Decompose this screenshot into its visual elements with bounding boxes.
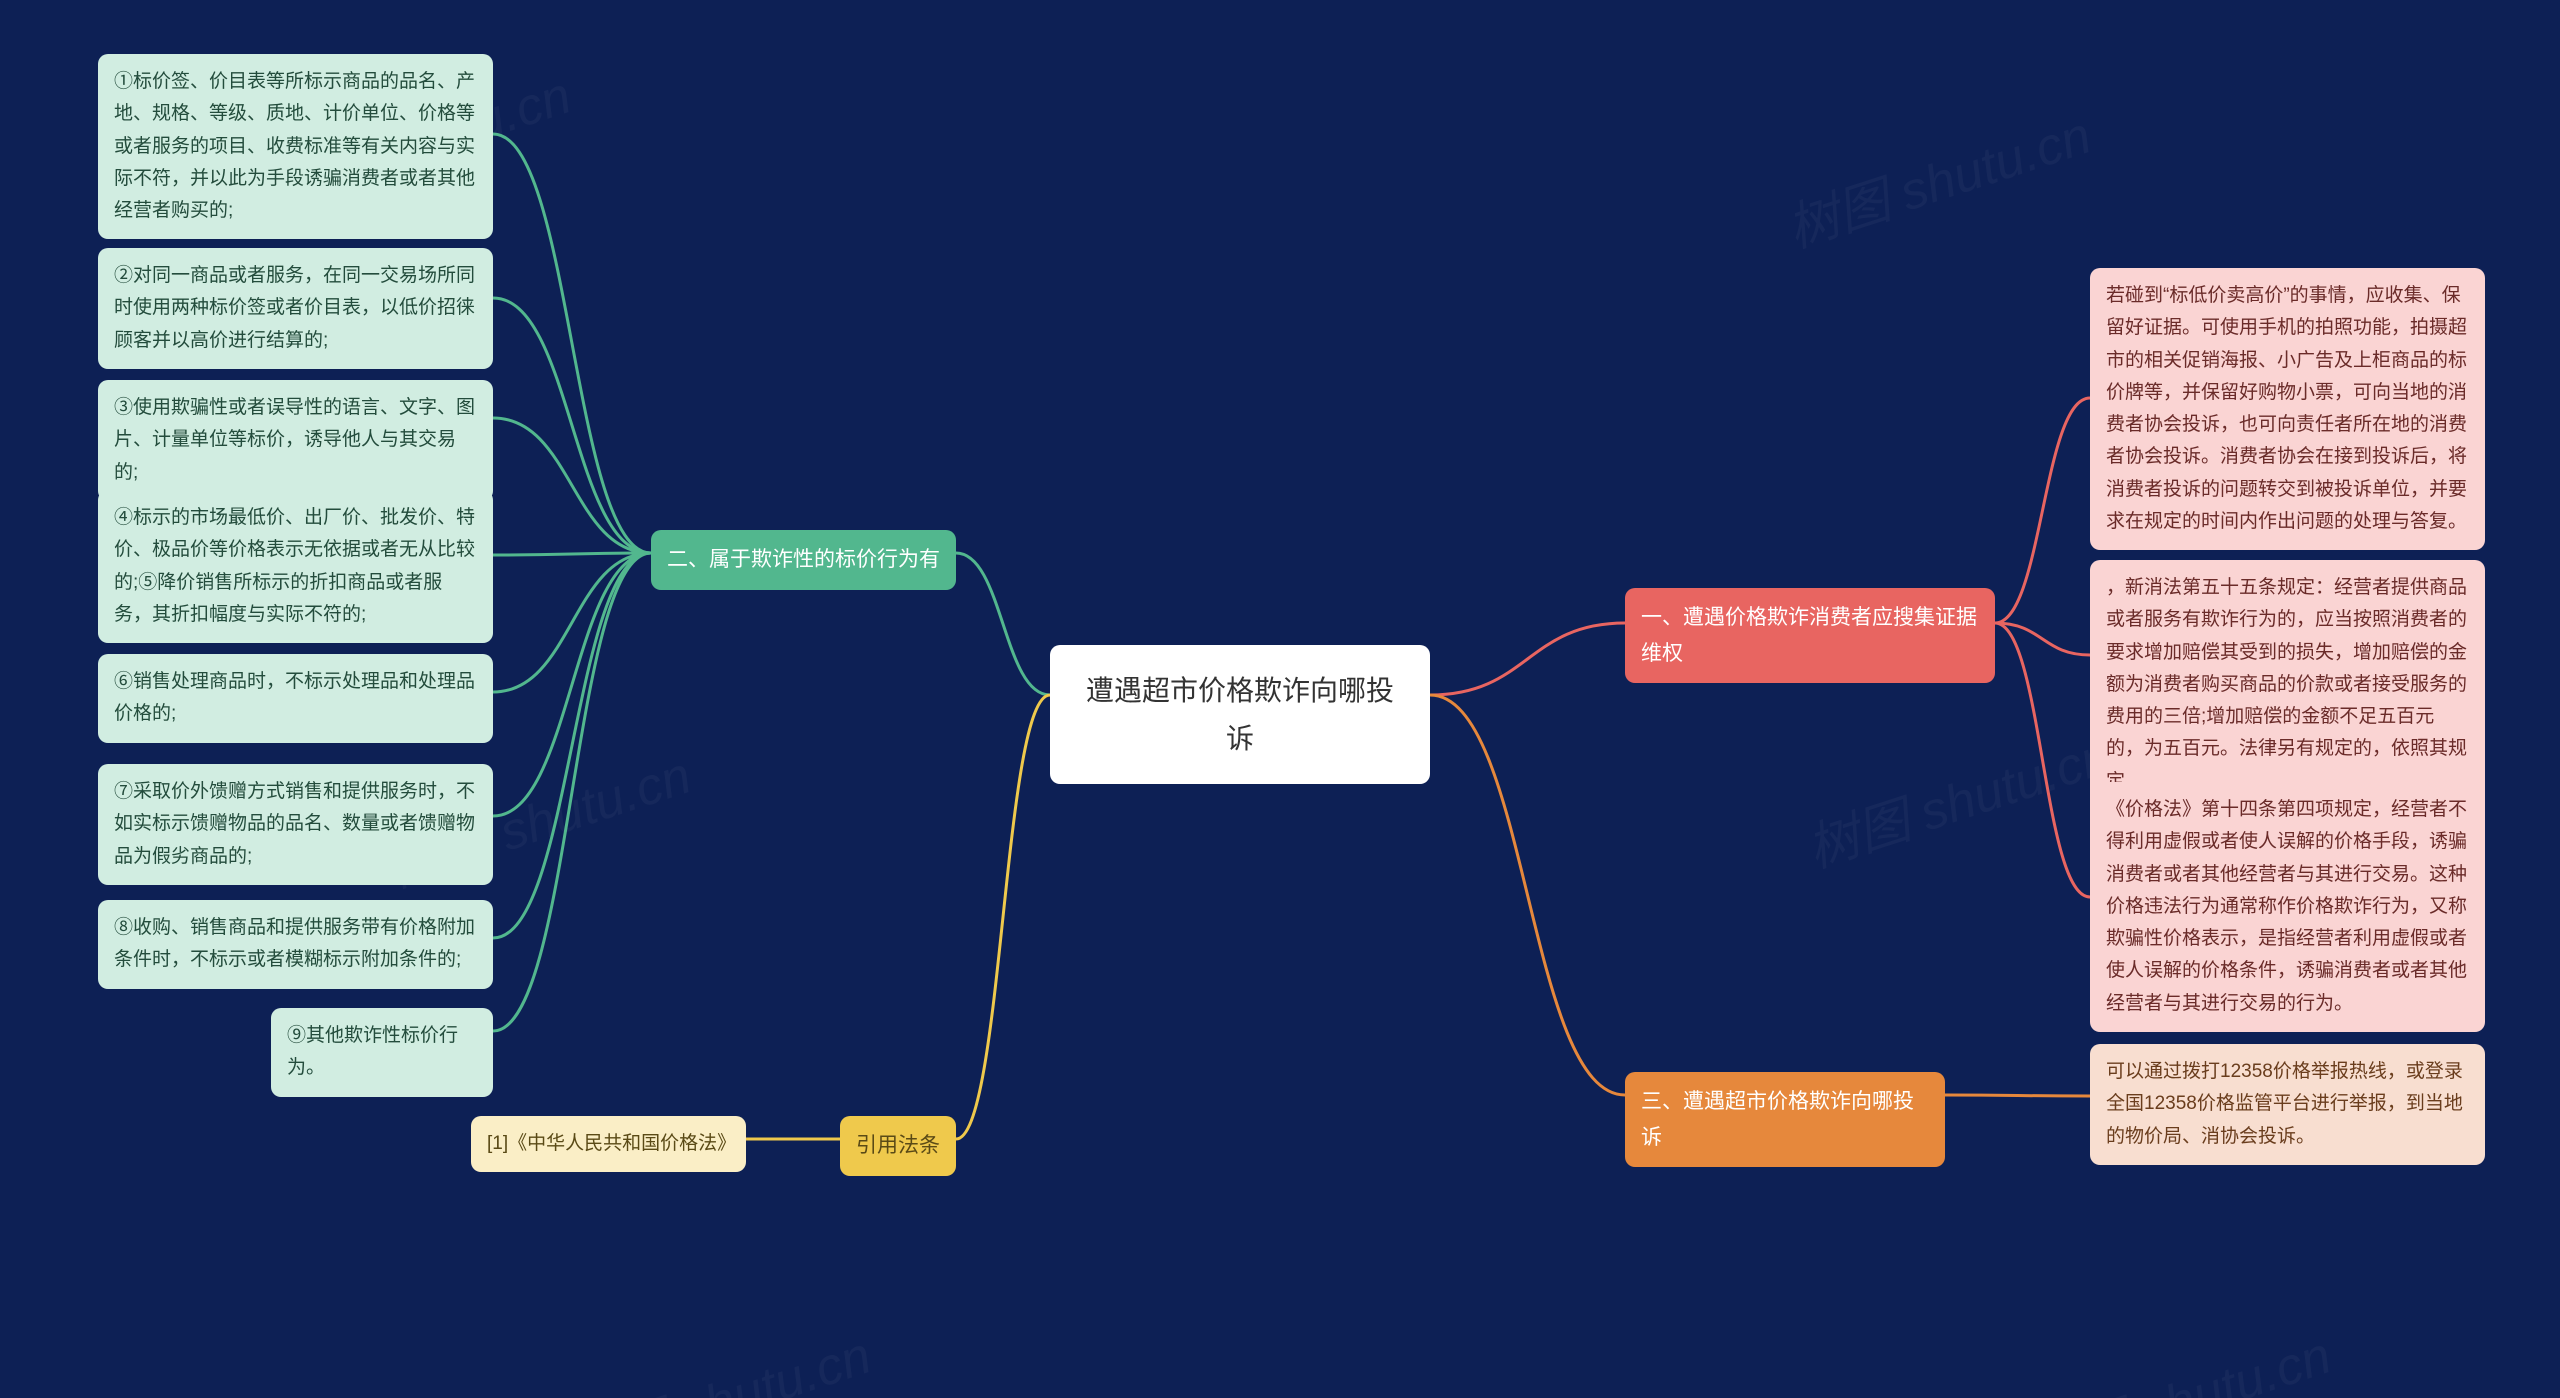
branch-node-b4: 引用法条 bbox=[840, 1116, 956, 1176]
watermark: 树图 shutu.cn bbox=[556, 1313, 879, 1398]
leaf-b3-0: 可以通过拨打12358价格举报热线，或登录全国12358价格监管平台进行举报，到… bbox=[2090, 1044, 2485, 1165]
leaf-b1-0: 若碰到“标低价卖高价”的事情，应收集、保留好证据。可使用手机的拍照功能，拍摄超市… bbox=[2090, 268, 2485, 550]
branch-node-b1: 一、遭遇价格欺诈消费者应搜集证据维权 bbox=[1625, 588, 1995, 683]
leaf-b2-1: ②对同一商品或者服务，在同一交易场所同时使用两种标价签或者价目表，以低价招徕顾客… bbox=[98, 248, 493, 369]
leaf-b1-2: 《价格法》第十四条第四项规定，经营者不得利用虚假或者使人误解的价格手段，诱骗消费… bbox=[2090, 782, 2485, 1032]
mindmap-canvas: 树图 shutu.cn 树图 shutu.cn 树图 shutu.cn 树图 shut… bbox=[0, 0, 2560, 1398]
leaf-b2-5: ⑦采取价外馈赠方式销售和提供服务时，不如实标示馈赠物品的品名、数量或者馈赠物品为… bbox=[98, 764, 493, 885]
watermark: 树图 shutu.cn bbox=[2016, 1313, 2339, 1398]
leaf-b1-1: ，新消法第五十五条规定：经营者提供商品或者服务有欺诈行为的，应当按照消费者的要求… bbox=[2090, 560, 2485, 810]
leaf-b4-0: [1]《中华人民共和国价格法》 bbox=[471, 1116, 746, 1172]
watermark: 树图 shutu.cn bbox=[1776, 93, 2099, 262]
center-node: 遭遇超市价格欺诈向哪投诉 bbox=[1050, 645, 1430, 784]
leaf-b2-2: ③使用欺骗性或者误导性的语言、文字、图片、计量单位等标价，诱导他人与其交易的; bbox=[98, 380, 493, 501]
branch-node-b2: 二、属于欺诈性的标价行为有 bbox=[651, 530, 956, 590]
leaf-b2-3: ④标示的市场最低价、出厂价、批发价、特价、极品价等价格表示无依据或者无从比较的;… bbox=[98, 490, 493, 643]
leaf-b2-0: ①标价签、价目表等所标示商品的品名、产地、规格、等级、质地、计价单位、价格等或者… bbox=[98, 54, 493, 239]
branch-node-b3: 三、遭遇超市价格欺诈向哪投诉 bbox=[1625, 1072, 1945, 1167]
leaf-b2-6: ⑧收购、销售商品和提供服务带有价格附加条件时，不标示或者模糊标示附加条件的; bbox=[98, 900, 493, 989]
watermark: 树图 shutu.cn bbox=[1796, 713, 2119, 882]
leaf-b2-4: ⑥销售处理商品时，不标示处理品和处理品价格的; bbox=[98, 654, 493, 743]
leaf-b2-7: ⑨其他欺诈性标价行为。 bbox=[271, 1008, 493, 1097]
